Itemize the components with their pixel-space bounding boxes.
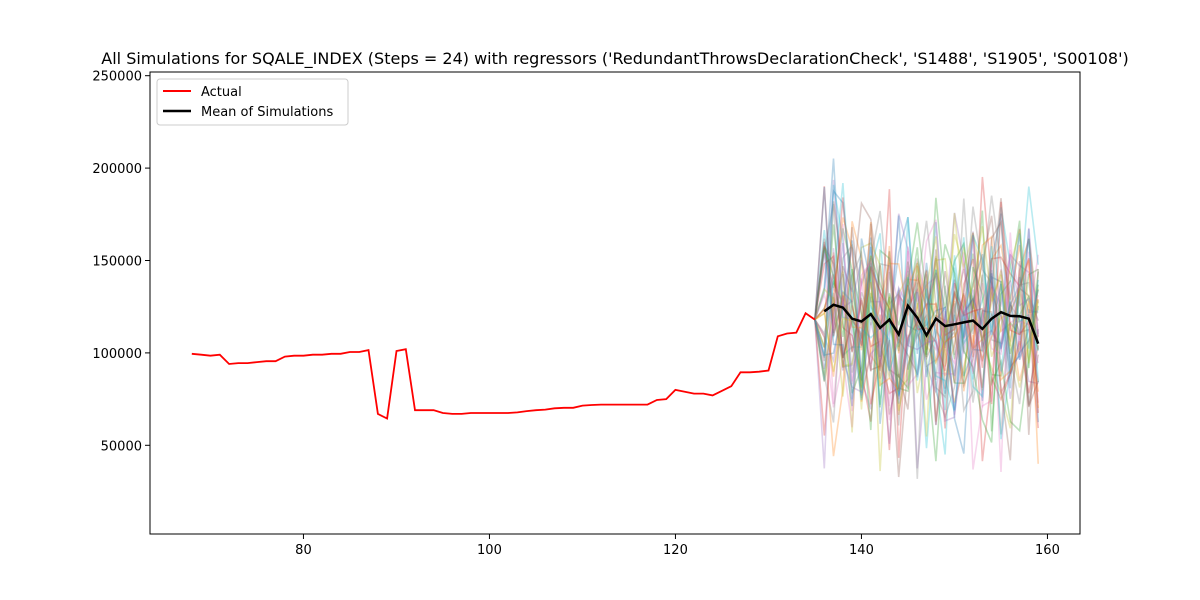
- simulation-line: [814, 186, 1039, 455]
- simulation-line: [814, 221, 1039, 392]
- mean-series-line: [823, 303, 1040, 345]
- simulation-line: [814, 245, 1039, 470]
- simulation-line: [814, 198, 1039, 408]
- x-tick-label: 120: [663, 543, 688, 558]
- simulation-line: [814, 200, 1039, 415]
- legend-label-actual: Actual: [201, 85, 242, 100]
- simulation-line: [814, 217, 1039, 464]
- x-tick-label: 100: [477, 543, 502, 558]
- plot-frame: [149, 71, 1081, 535]
- x-axis: 80 100 120 140 160: [295, 534, 1060, 558]
- actual-series-line: [191, 311, 816, 420]
- simulation-line: [814, 179, 1039, 426]
- y-tick-label: 250000: [92, 70, 142, 85]
- chart-title: All Simulations for SQALE_INDEX (Steps =…: [101, 49, 1128, 69]
- y-tick-label: 50000: [101, 439, 142, 454]
- simulation-line: [814, 189, 1039, 423]
- simulation-line: [814, 229, 1039, 437]
- simulation-line: [814, 238, 1039, 472]
- x-tick-label: 80: [295, 543, 312, 558]
- simulation-line: [814, 254, 1039, 429]
- simulation-line: [814, 234, 1039, 408]
- y-axis: 50000 100000 150000 200000 250000: [92, 70, 150, 454]
- simulation-line: [814, 247, 1039, 410]
- simulation-line: [814, 212, 1039, 469]
- simulation-line: [814, 197, 1039, 436]
- legend: Actual Mean of Simulations: [156, 78, 349, 126]
- simulation-line: [814, 186, 1039, 407]
- simulation-line: [814, 210, 1039, 432]
- simulation-line: [814, 198, 1039, 426]
- legend-label-mean: Mean of Simulations: [201, 105, 333, 120]
- x-tick-label: 140: [849, 543, 874, 558]
- simulation-line: [814, 184, 1039, 411]
- y-tick-label: 100000: [92, 347, 142, 362]
- simulation-line: [814, 201, 1039, 461]
- simulation-line: [814, 230, 1039, 449]
- simulation-line: [814, 215, 1039, 424]
- main-lines: [191, 303, 1040, 420]
- simulation-line: [814, 242, 1039, 444]
- x-tick-label: 160: [1035, 543, 1060, 558]
- y-tick-label: 200000: [92, 162, 142, 177]
- simulation-line: [814, 238, 1039, 462]
- y-tick-label: 150000: [92, 254, 142, 269]
- simulation-line: [814, 176, 1039, 458]
- simulation-line: [814, 224, 1039, 462]
- legend-box: [156, 78, 349, 126]
- simulation-line: [814, 221, 1039, 457]
- plot-area: [191, 158, 1040, 479]
- simulation-line: [814, 195, 1039, 479]
- simulation-line: [814, 247, 1039, 394]
- simulation-line: [814, 213, 1039, 411]
- simulation-line: [814, 232, 1039, 473]
- simulation-line: [814, 222, 1039, 443]
- simulation-line: [814, 219, 1039, 412]
- simulation-line: [814, 210, 1039, 435]
